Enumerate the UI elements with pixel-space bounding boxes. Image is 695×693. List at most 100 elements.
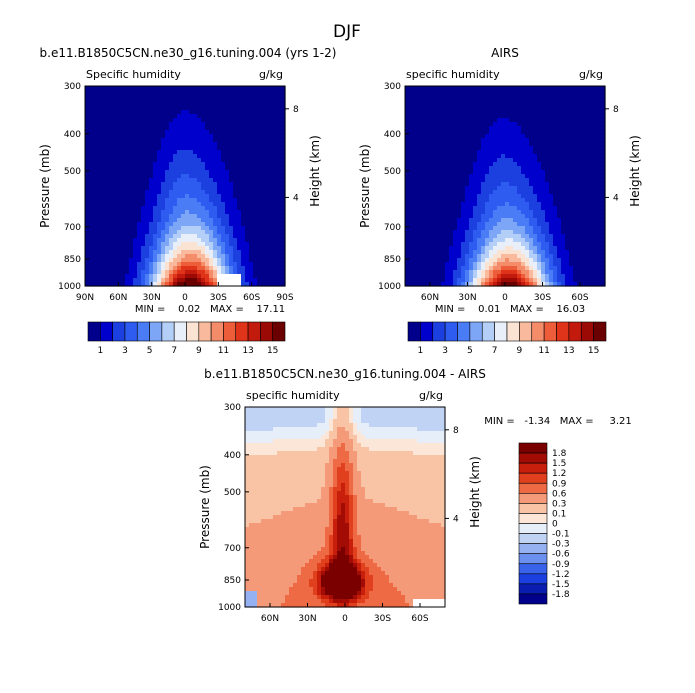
heatmap-cell [577, 106, 582, 111]
heatmap-cell [197, 134, 202, 139]
heatmap-cell [537, 86, 542, 91]
heatmap-cell [269, 258, 274, 263]
heatmap-cell [541, 122, 546, 127]
heatmap-cell [89, 282, 94, 287]
heatmap-cell [405, 138, 410, 143]
heatmap-cell [405, 222, 410, 227]
heatmap-cell [517, 174, 522, 179]
heatmap-cell [181, 122, 186, 127]
heatmap-cell [105, 254, 110, 259]
heatmap-cell [105, 270, 110, 275]
heatmap-cell [561, 266, 566, 271]
heatmap-cell [197, 246, 202, 251]
heatmap-cell [585, 242, 590, 247]
heatmap-cell [465, 230, 470, 235]
heatmap-cell [145, 238, 150, 243]
heatmap-cell [229, 134, 234, 139]
heatmap-cell [161, 94, 166, 99]
heatmap-cell [193, 122, 198, 127]
heatmap-cell [437, 90, 442, 95]
heatmap-cell [273, 90, 278, 95]
heatmap-cell [561, 102, 566, 107]
heatmap-cell [509, 250, 514, 255]
heatmap-cell [593, 102, 598, 107]
heatmap-cell [581, 146, 586, 151]
heatmap-cell [581, 202, 586, 207]
heatmap-cell [505, 170, 510, 175]
heatmap-cell [181, 202, 186, 207]
heatmap-cell [137, 134, 142, 139]
heatmap-cell [133, 150, 138, 155]
heatmap-cell [585, 210, 590, 215]
heatmap-cell [577, 130, 582, 135]
heatmap-cell [461, 234, 466, 239]
heatmap-cell [557, 258, 562, 263]
heatmap-cell [209, 170, 214, 175]
heatmap-cell [465, 162, 470, 167]
heatmap-cell [441, 154, 446, 159]
heatmap-cell [125, 130, 130, 135]
heatmap-cell [193, 186, 198, 191]
heatmap-cell [261, 134, 266, 139]
heatmap-cell [205, 110, 210, 115]
heatmap-cell [413, 166, 418, 171]
heatmap-cell [409, 274, 414, 279]
heatmap-cell [493, 138, 498, 143]
heatmap-cell [161, 262, 166, 267]
heatmap-cell [201, 190, 206, 195]
heatmap-cell [525, 266, 530, 271]
heatmap-cell [185, 258, 190, 263]
heatmap-cell [185, 94, 190, 99]
heatmap-cell [517, 178, 522, 183]
heatmap-cell [441, 150, 446, 155]
heatmap-cell [577, 102, 582, 107]
heatmap-cell [241, 234, 246, 239]
heatmap-cell [509, 202, 514, 207]
heatmap-cell [193, 262, 198, 267]
heatmap-cell [269, 106, 274, 111]
heatmap-cell [541, 138, 546, 143]
heatmap-cell [445, 126, 450, 131]
heatmap-cell [181, 270, 186, 275]
heatmap-cell [541, 86, 546, 91]
heatmap-cell [465, 122, 470, 127]
heatmap-cell [249, 150, 254, 155]
heatmap-cell [217, 158, 222, 163]
heatmap-cell [109, 190, 114, 195]
heatmap-cell [133, 214, 138, 219]
heatmap-cell [249, 154, 254, 159]
heatmap-cell [257, 258, 262, 263]
heatmap-cell [277, 214, 282, 219]
heatmap-cell [473, 258, 478, 263]
heatmap-cell [265, 230, 270, 235]
heatmap-cell [497, 254, 502, 259]
heatmap-cell [189, 162, 194, 167]
heatmap-cell [205, 226, 210, 231]
heatmap-cell [129, 158, 134, 163]
heatmap-cell [245, 126, 250, 131]
heatmap-cell [121, 266, 126, 271]
heatmap-cell [533, 190, 538, 195]
heatmap-cell [205, 186, 210, 191]
heatmap-cell [113, 266, 118, 271]
heatmap-cell [229, 274, 234, 279]
heatmap-cell [553, 186, 558, 191]
heatmap-cell [569, 262, 574, 267]
heatmap-cell [533, 106, 538, 111]
heatmap-cell [485, 214, 490, 219]
heatmap-cell [225, 186, 230, 191]
heatmap-cell [121, 218, 126, 223]
heatmap-cell [185, 198, 190, 203]
heatmap-cell [277, 186, 282, 191]
heatmap-cell [497, 94, 502, 99]
heatmap-cell [493, 166, 498, 171]
heatmap-cell [541, 238, 546, 243]
heatmap-cell [253, 238, 258, 243]
heatmap-cell [541, 106, 546, 111]
heatmap-cell [417, 118, 422, 123]
heatmap-cell [433, 254, 438, 259]
heatmap-cell [129, 134, 134, 139]
heatmap-cell [537, 254, 542, 259]
heatmap-cell [209, 210, 214, 215]
heatmap-cell [161, 150, 166, 155]
